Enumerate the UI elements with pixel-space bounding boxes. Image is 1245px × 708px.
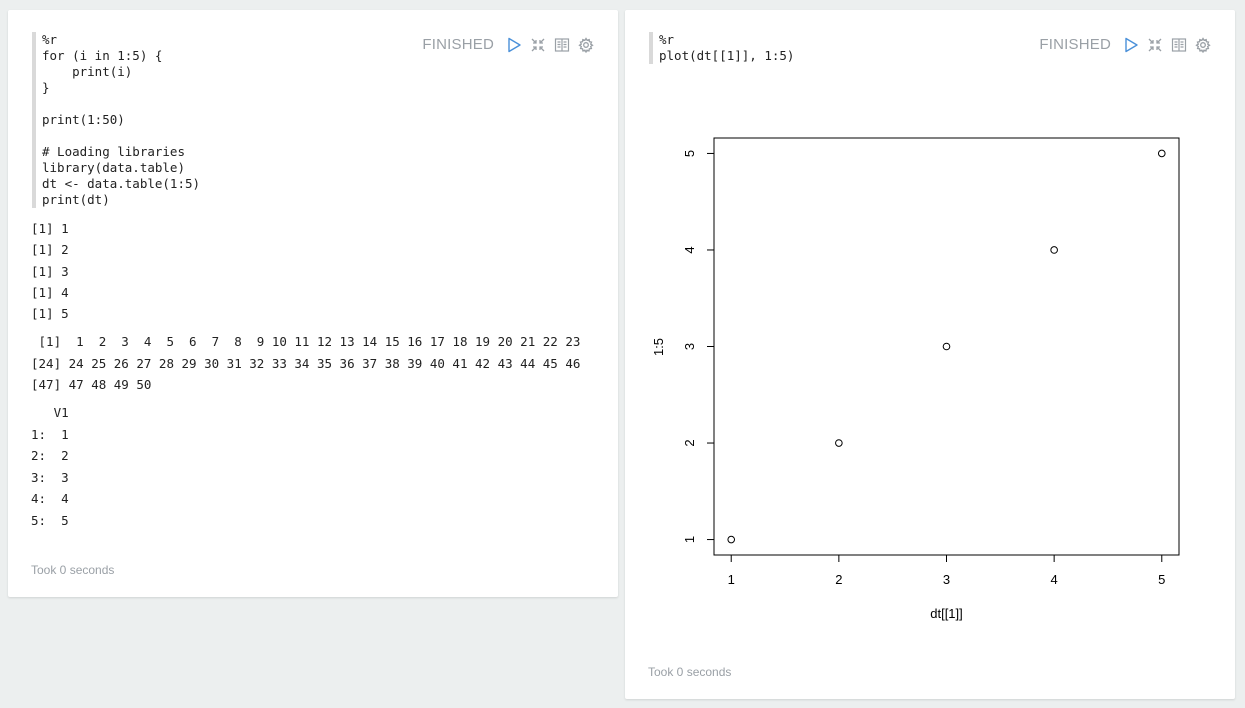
book-icon[interactable] bbox=[554, 37, 570, 53]
scatter-plot: 1 2 3 4 5 1 2 3 4 5 dt[[1]] 1:5 bbox=[651, 137, 1180, 621]
output-line: [24] 24 25 26 27 28 29 30 31 32 33 34 35… bbox=[31, 355, 581, 371]
data-point bbox=[727, 535, 736, 544]
code-editor[interactable]: %r plot(dt[[1]], 1:5) bbox=[649, 32, 794, 64]
x-tick-label: 3 bbox=[943, 572, 950, 587]
output-line: [1] 5 bbox=[31, 306, 69, 322]
output-line: [47] 47 48 49 50 bbox=[31, 377, 152, 392]
paragraph-controls: FINISHED bbox=[422, 36, 594, 53]
x-tick-label: 5 bbox=[1158, 572, 1165, 587]
run-icon[interactable] bbox=[506, 37, 522, 53]
status-label: FINISHED bbox=[422, 36, 494, 53]
y-tick-label: 1 bbox=[682, 536, 697, 543]
output-line: [1] 1 2 3 4 5 6 7 8 9 10 11 12 13 14 15 … bbox=[31, 334, 581, 349]
y-axis-label: 1:5 bbox=[651, 338, 666, 356]
x-tick-label: 1 bbox=[728, 572, 735, 587]
output-loop: [1] 1 [1] 2 [1] 3 [1] 4 [1] 5 bbox=[31, 218, 69, 324]
output-line: 5: 5 bbox=[31, 512, 69, 528]
data-point bbox=[1157, 149, 1166, 158]
output-line: V1 bbox=[31, 405, 69, 420]
collapse-icon[interactable] bbox=[530, 37, 546, 53]
output-sequence: [1] 1 2 3 4 5 6 7 8 9 10 11 12 13 14 15 … bbox=[31, 331, 580, 396]
paragraph-loop-output: %r for (i in 1:5) { print(i) } print(1:5… bbox=[8, 10, 618, 597]
output-line: 3: 3 bbox=[31, 469, 69, 485]
output-line: [1] 2 bbox=[31, 242, 69, 258]
output-line: [1] 1 bbox=[31, 221, 69, 236]
y-tick-label: 4 bbox=[682, 246, 697, 253]
paragraph-plot: %r plot(dt[[1]], 1:5) FINISHED 1 2 3 bbox=[625, 10, 1235, 699]
paragraph-controls: FINISHED bbox=[1039, 36, 1211, 53]
x-axis-label: dt[[1]] bbox=[930, 606, 963, 621]
data-point bbox=[942, 342, 951, 351]
execution-time: Took 0 seconds bbox=[31, 563, 115, 577]
y-tick-label: 3 bbox=[682, 343, 697, 350]
y-tick-label: 2 bbox=[682, 439, 697, 446]
output-line: 1: 1 bbox=[31, 426, 69, 442]
output-line: 2: 2 bbox=[31, 448, 69, 463]
y-tick-label: 5 bbox=[682, 150, 697, 157]
x-tick-label: 2 bbox=[835, 572, 842, 587]
x-tick-label: 4 bbox=[1051, 572, 1058, 587]
collapse-icon[interactable] bbox=[1147, 37, 1163, 53]
gear-icon[interactable] bbox=[1195, 36, 1211, 53]
data-point bbox=[835, 439, 843, 447]
output-line: [1] 3 bbox=[31, 263, 69, 279]
code-editor[interactable]: %r for (i in 1:5) { print(i) } print(1:5… bbox=[32, 32, 200, 208]
execution-time: Took 0 seconds bbox=[648, 665, 732, 679]
plot-frame bbox=[713, 137, 1180, 556]
book-icon[interactable] bbox=[1171, 37, 1187, 53]
output-table: V1 1: 1 2: 2 3: 3 4: 4 5: 5 bbox=[31, 402, 69, 531]
gear-icon[interactable] bbox=[578, 36, 594, 53]
output-line: [1] 4 bbox=[31, 284, 69, 300]
data-point bbox=[1050, 246, 1058, 254]
run-icon[interactable] bbox=[1123, 37, 1139, 53]
status-label: FINISHED bbox=[1039, 36, 1111, 53]
output-line: 4: 4 bbox=[31, 491, 69, 506]
